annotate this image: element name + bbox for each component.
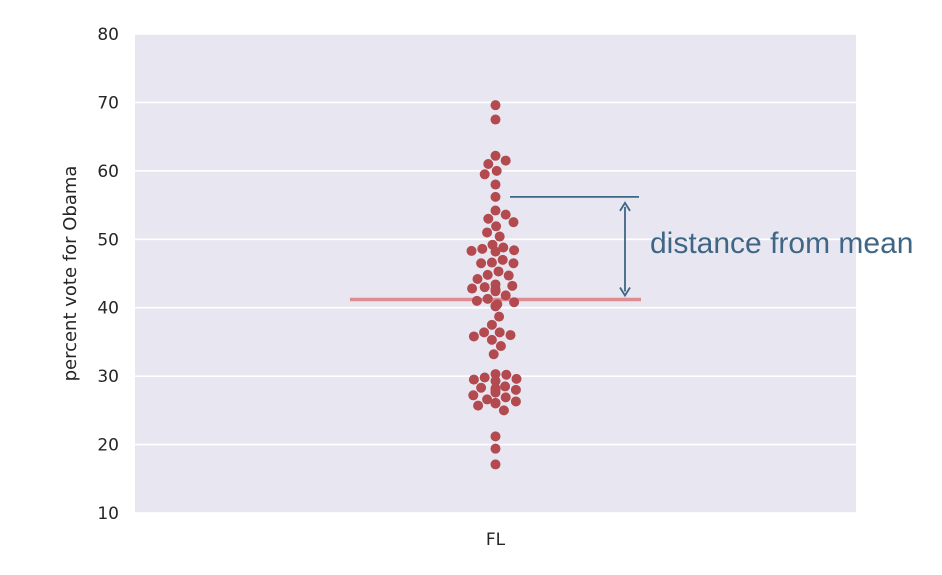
y-tick-label: 30 <box>97 367 119 387</box>
data-point <box>482 269 493 280</box>
data-point <box>490 369 501 380</box>
data-point <box>498 405 509 416</box>
data-point <box>508 258 519 269</box>
data-point <box>491 165 502 176</box>
data-point <box>479 282 490 293</box>
data-point <box>476 258 487 269</box>
data-point <box>491 221 502 232</box>
data-point <box>490 246 501 257</box>
data-point <box>490 459 501 470</box>
data-point <box>508 217 519 228</box>
data-point <box>490 179 501 190</box>
data-point <box>490 443 501 454</box>
data-point <box>501 369 512 380</box>
data-point <box>510 384 521 395</box>
data-point <box>493 266 504 277</box>
data-point <box>510 396 521 407</box>
data-point <box>482 394 493 405</box>
data-point <box>473 400 484 411</box>
data-point <box>497 254 508 265</box>
data-point <box>498 242 509 253</box>
data-point <box>490 150 501 161</box>
data-point <box>466 245 477 256</box>
data-point <box>472 273 483 284</box>
data-point <box>509 245 520 256</box>
x-tick-label: FL <box>486 530 506 550</box>
data-point <box>500 392 511 403</box>
y-tick-label: 40 <box>97 299 119 319</box>
y-tick-label: 20 <box>97 436 119 456</box>
y-axis-label: percent vote for Obama <box>60 166 81 382</box>
y-tick-labels: 10 20 30 40 50 60 70 80 <box>97 25 119 524</box>
data-point <box>486 257 497 268</box>
y-tick-label: 50 <box>97 230 119 250</box>
data-point <box>490 114 501 125</box>
data-point <box>507 280 518 291</box>
data-point <box>495 341 506 352</box>
distance-annotation: distance from mean <box>510 195 913 298</box>
data-point <box>483 213 494 224</box>
data-point <box>511 373 522 384</box>
data-point <box>483 159 494 170</box>
annotation-label: distance from mean <box>650 227 913 260</box>
y-tick-label: 70 <box>97 93 119 113</box>
y-tick-label: 80 <box>97 25 119 45</box>
data-point <box>509 297 520 308</box>
data-point <box>490 398 501 409</box>
data-point <box>490 375 501 386</box>
data-point <box>505 330 516 341</box>
data-point <box>490 100 501 111</box>
data-point <box>503 270 514 281</box>
data-point <box>479 327 490 338</box>
data-point <box>500 381 511 392</box>
data-point <box>494 327 505 338</box>
data-point <box>479 169 490 180</box>
data-point <box>486 334 497 345</box>
data-point <box>476 382 487 393</box>
arrow-head-bottom <box>619 287 631 298</box>
data-point <box>468 390 479 401</box>
data-point <box>486 319 497 330</box>
data-point <box>490 205 501 216</box>
data-point <box>479 372 490 383</box>
arrow-head-top <box>619 201 631 212</box>
data-point <box>490 387 501 398</box>
data-point <box>500 155 511 166</box>
data-point <box>471 295 482 306</box>
data-point <box>500 209 511 220</box>
data-point <box>490 431 501 442</box>
data-point <box>468 331 479 342</box>
data-point <box>482 293 493 304</box>
data-point <box>494 311 505 322</box>
data-point <box>494 231 505 242</box>
data-point <box>490 286 501 297</box>
data-point <box>477 243 488 254</box>
data-point <box>490 191 501 202</box>
data-point <box>490 301 501 312</box>
data-point <box>468 374 479 385</box>
y-tick-label: 60 <box>97 162 119 182</box>
data-point <box>467 283 478 294</box>
data-points <box>466 100 522 470</box>
x-tick-labels: FL <box>486 530 506 550</box>
y-tick-label: 10 <box>97 504 119 524</box>
data-point <box>488 349 499 360</box>
data-point <box>482 227 493 238</box>
data-point <box>500 290 511 301</box>
